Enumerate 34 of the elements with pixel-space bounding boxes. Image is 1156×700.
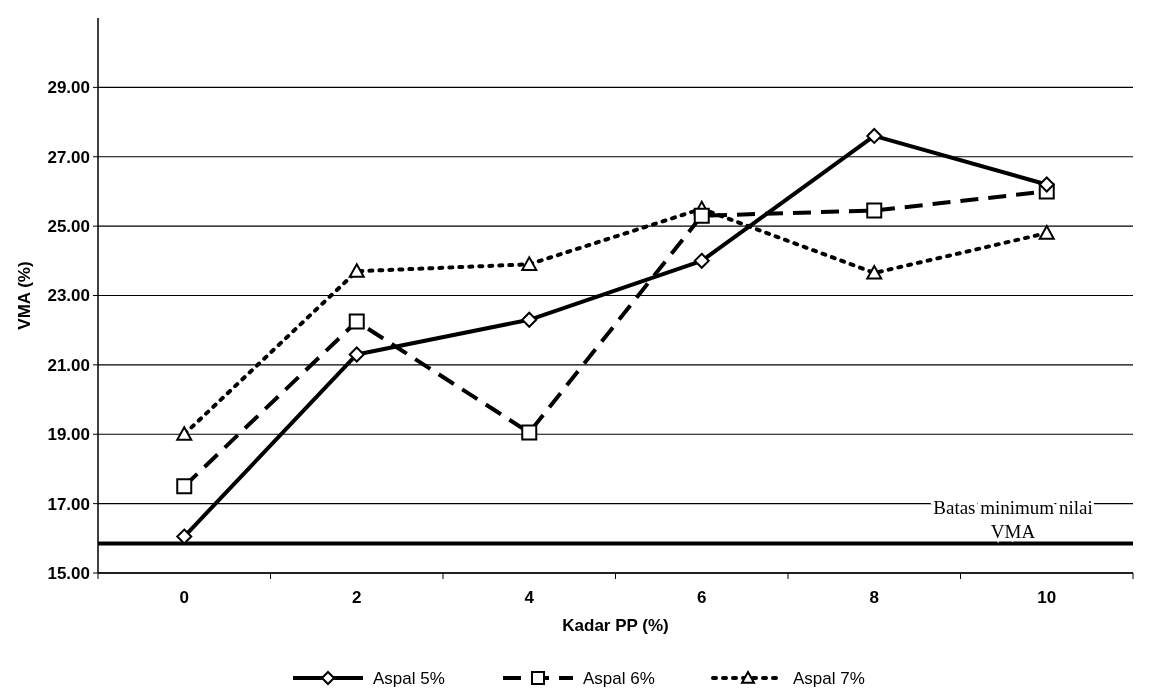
point [521, 424, 538, 441]
point [693, 252, 710, 269]
point [348, 346, 365, 363]
point [693, 207, 710, 224]
point [521, 311, 538, 328]
x-axis-title: Kadar PP (%) [562, 616, 669, 635]
point [1038, 225, 1055, 240]
point [866, 202, 883, 219]
x-tick-label: 8 [869, 588, 879, 607]
x-tick-label: 0 [179, 588, 189, 607]
point [866, 127, 883, 144]
point [866, 264, 883, 280]
point [176, 478, 193, 495]
y-tick-label: 21.00 [47, 355, 90, 375]
y-axis-title: VMA (%) [15, 261, 34, 330]
legend-label: Aspal 7% [793, 668, 865, 688]
y-tick-label: 17.00 [47, 494, 90, 514]
y-tick-label: 29.00 [47, 78, 90, 98]
x-tick-label: 4 [524, 588, 535, 607]
y-tick-label: 27.00 [47, 147, 90, 167]
point [1038, 176, 1055, 193]
y-tick-label: 25.00 [47, 217, 90, 237]
point [176, 426, 193, 441]
x-tick-label: 10 [1037, 588, 1057, 607]
y-tick-label: 15.00 [47, 563, 90, 583]
x-tick-label: 6 [697, 588, 707, 607]
point [348, 263, 365, 278]
legend-label: Aspal 5% [373, 668, 445, 688]
point [521, 256, 538, 271]
legend-label: Aspal 6% [583, 668, 655, 688]
point [348, 313, 365, 330]
y-tick-label: 19.00 [47, 425, 90, 445]
x-tick-label: 2 [352, 588, 362, 607]
y-tick-label: 23.00 [47, 286, 90, 306]
